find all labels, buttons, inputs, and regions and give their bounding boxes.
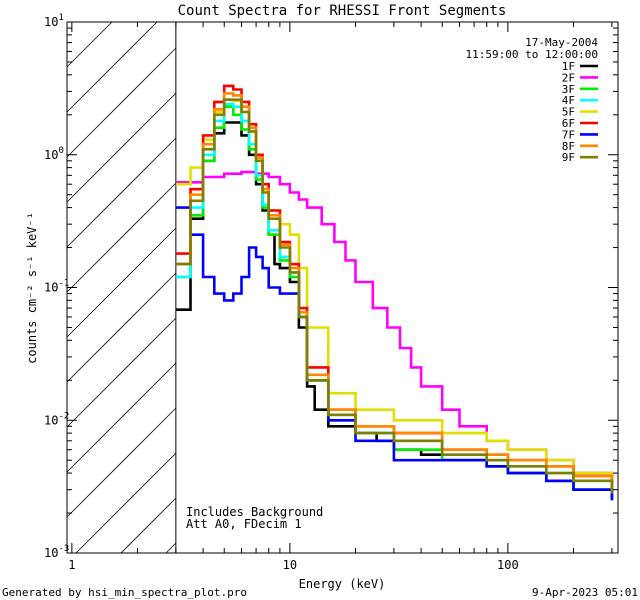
hatch-line (66, 272, 177, 383)
y-axis-label: counts cm⁻² s⁻¹ keV⁻¹ (25, 212, 39, 364)
hatch-line (66, 362, 177, 473)
hatch-line (165, 542, 177, 554)
legend-label-1F: 1F (562, 60, 575, 73)
y-tick-label: 10-1 (44, 279, 69, 295)
hatch-line (66, 182, 177, 293)
series-line-9F (175, 98, 614, 494)
legend: 17-May-2004 11:59:00 to 12:00:00 1F2F3F4… (466, 36, 599, 164)
note-attenuator: Att A0, FDecim 1 (186, 517, 302, 531)
chart-title: Count Spectra for RHESSI Front Segments (178, 3, 507, 19)
legend-label-6F: 6F (562, 117, 575, 130)
series-lines (175, 84, 614, 501)
hatch-line (66, 137, 177, 248)
legend-time-range: 11:59:00 to 12:00:00 (466, 48, 598, 61)
hatch-line (75, 452, 177, 554)
note-includes-background: Includes Background (186, 505, 323, 519)
legend-label-7F: 7F (562, 128, 575, 141)
legend-label-8F: 8F (562, 140, 575, 153)
plot-frame (66, 21, 619, 554)
legend-label-5F: 5F (562, 106, 575, 119)
legend-date: 17-May-2004 (525, 36, 598, 49)
hatch-line (66, 21, 113, 68)
hatch-line (66, 227, 177, 338)
axis-ticks: 1 10 100 10-3 10-2 10-1 100 101 (44, 13, 618, 572)
hatch-line (66, 317, 177, 428)
footer-generated-by: Generated by hsi_min_spectra_plot.pro (2, 586, 247, 599)
hatch-line (66, 92, 177, 203)
hatch-line (66, 21, 158, 113)
x-tick-label: 10 (283, 558, 297, 572)
footer-timestamp: 9-Apr-2023 05:01 (532, 586, 638, 599)
legend-label-4F: 4F (562, 94, 575, 107)
excluded-energy-region (66, 21, 177, 554)
y-tick-label: 101 (44, 13, 64, 29)
x-tick-label: 1 (68, 558, 75, 572)
hatch-line (120, 497, 177, 554)
x-axis-label: Energy (keV) (299, 577, 386, 591)
legend-label-2F: 2F (562, 71, 575, 84)
hatch-line (66, 407, 177, 518)
legend-label-9F: 9F (562, 151, 575, 164)
x-tick-label: 100 (497, 558, 519, 572)
legend-label-3F: 3F (562, 83, 575, 96)
y-tick-label: 100 (44, 146, 64, 162)
series-line-7F (175, 206, 614, 501)
hatch-line (66, 47, 177, 158)
y-tick-label: 10-3 (44, 544, 69, 560)
y-tick-label: 10-2 (44, 411, 69, 427)
